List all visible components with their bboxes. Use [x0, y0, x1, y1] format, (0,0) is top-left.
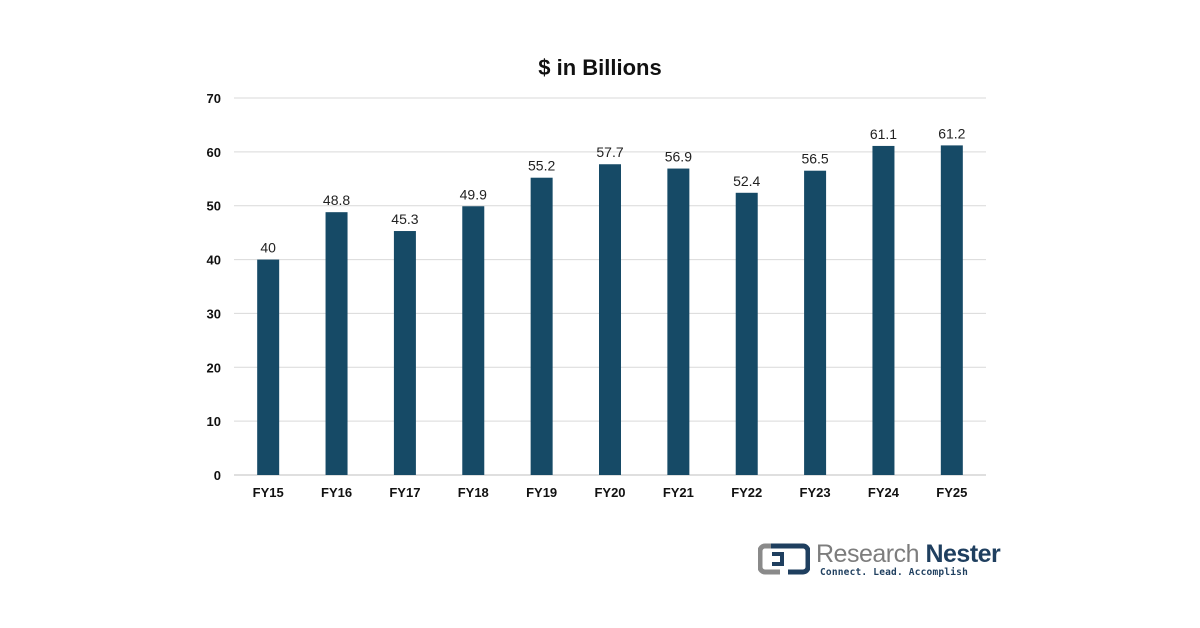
bar	[257, 259, 280, 475]
x-tick-label: FY21	[663, 485, 694, 500]
bar	[667, 168, 690, 475]
y-tick-label: 30	[207, 306, 221, 321]
bar	[325, 212, 348, 476]
y-tick-label: 0	[214, 468, 221, 483]
x-tick-label: FY16	[321, 485, 352, 500]
bar	[599, 164, 621, 475]
bar	[804, 170, 827, 475]
data-label: 45.3	[391, 211, 418, 227]
x-tick-label: FY15	[253, 485, 284, 500]
bar	[940, 145, 963, 475]
x-tick-label: FY17	[389, 485, 420, 500]
chart-title: $ in Billions	[538, 55, 662, 80]
data-label: 57.7	[596, 144, 623, 160]
bar	[872, 145, 895, 475]
data-label: 61.2	[938, 125, 965, 141]
x-tick-label: FY19	[526, 485, 557, 500]
x-tick-label: FY20	[594, 485, 625, 500]
data-label: 52.4	[733, 173, 760, 189]
y-tick-label: 70	[207, 91, 221, 106]
data-label: 55.2	[528, 158, 555, 174]
bar	[393, 231, 416, 475]
bar	[462, 206, 485, 475]
y-tick-label: 10	[207, 414, 221, 429]
brand-tagline: Connect. Lead. Accomplish	[820, 567, 968, 578]
bar	[735, 192, 758, 475]
y-tick-label: 60	[207, 145, 221, 160]
data-label: 56.5	[801, 151, 828, 167]
research-nester-logo-icon	[758, 543, 810, 575]
x-tick-label: FY22	[731, 485, 762, 500]
x-tick-label: FY24	[868, 485, 900, 500]
data-label: 61.1	[870, 126, 897, 142]
data-label: 56.9	[665, 149, 692, 165]
research-nester-logo: Research Nester Connect. Lead. Accomplis…	[758, 540, 1001, 580]
y-tick-label: 50	[207, 199, 221, 214]
x-tick-label: FY25	[936, 485, 967, 500]
brand-name: Research Nester	[816, 540, 1001, 568]
x-tick-label: FY23	[800, 485, 831, 500]
data-label: 40	[260, 240, 276, 256]
bar	[530, 177, 553, 476]
y-tick-label: 40	[207, 253, 221, 268]
y-tick-label: 20	[207, 360, 221, 375]
data-label: 49.9	[460, 186, 487, 202]
data-label: 48.8	[323, 192, 350, 208]
x-tick-label: FY18	[458, 485, 489, 500]
